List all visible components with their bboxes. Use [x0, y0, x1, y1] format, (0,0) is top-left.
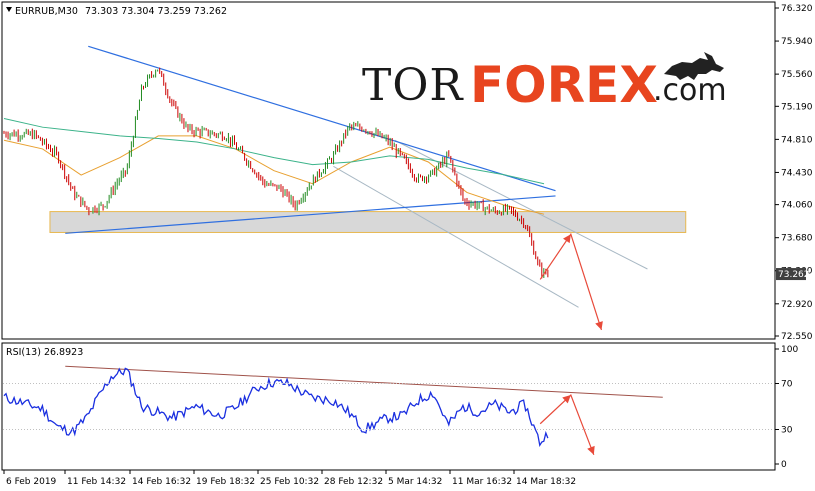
price-panel-frame — [1, 1, 776, 340]
trend-lines — [65, 45, 556, 234]
ohlc-label: 73.303 73.304 73.259 73.262 — [85, 6, 227, 17]
projection-arrowhead-down — [595, 321, 603, 330]
rsi-trend — [65, 365, 663, 398]
rsi-projection — [539, 393, 595, 456]
time-axis: 6 Feb 2019 11 Feb 14:32 14 Feb 16:32 19 Feb… — [3, 470, 576, 487]
rsi-axis: 100 70 30 0 — [3, 345, 798, 470]
candles — [3, 67, 549, 279]
current-price-label: 73.262 — [778, 270, 810, 280]
moving-average-line — [3, 135, 545, 215]
logo-tor: TOR — [362, 60, 464, 111]
projection-arrowhead-up — [563, 234, 571, 244]
rsi-tick-label: 30 — [781, 426, 793, 436]
symbol-label: EURRUB,M30 — [15, 6, 78, 17]
price-axis: 76.320 75.940 75.560 75.190 74.810 74.430 74.0… — [775, 4, 813, 342]
logo-com: .com — [653, 73, 727, 108]
price-tick-label: 75.190 — [781, 102, 813, 112]
time-tick-label: 11 Feb 14:32 — [67, 477, 126, 487]
price-tick-label: 73.680 — [781, 234, 813, 244]
price-tick-label: 74.810 — [781, 135, 813, 145]
time-tick-label: 14 Feb 16:32 — [132, 477, 191, 487]
dropdown-arrow-icon[interactable] — [6, 7, 12, 12]
support-zone — [49, 211, 687, 233]
price-tick-label: 74.060 — [781, 201, 813, 211]
rsi-trend-line — [65, 365, 663, 398]
rsi-projection-arrowhead-up — [562, 395, 571, 404]
price-projection — [539, 232, 603, 331]
rsi-projection-arrowhead-down — [587, 445, 595, 455]
price-tick-label: 72.920 — [781, 300, 813, 310]
price-tick-label: 72.550 — [781, 332, 813, 342]
trend-line — [65, 195, 556, 234]
time-tick-label: 5 Mar 14:32 — [388, 477, 442, 487]
time-tick-label: 14 Mar 18:32 — [516, 477, 576, 487]
time-tick-label: 19 Feb 18:32 — [196, 477, 255, 487]
price-tick-label: 75.940 — [781, 37, 813, 47]
moving-averages — [3, 118, 545, 215]
rsi-series — [3, 367, 549, 448]
rsi-tick-label: 100 — [781, 345, 798, 355]
bull-icon — [664, 52, 724, 80]
rsi-line — [3, 367, 549, 448]
moving-average-line — [3, 118, 545, 185]
price-tick-label: 76.320 — [781, 4, 813, 14]
current-price-marker: 73.262 — [776, 268, 810, 281]
trend-line — [88, 45, 556, 192]
rsi-tick-label: 0 — [781, 460, 787, 470]
price-tick-label: 75.560 — [781, 70, 813, 80]
time-tick-label: 6 Feb 2019 — [6, 477, 57, 487]
logo-forex: FOREX — [470, 56, 658, 114]
time-tick-label: 11 Mar 16:32 — [452, 477, 512, 487]
channel-line — [333, 165, 579, 308]
rsi-label: RSI(13) 26.8923 — [6, 347, 83, 358]
rsi-tick-label: 70 — [781, 380, 793, 390]
price-tick-label: 74.430 — [781, 168, 813, 178]
rsi-panel-frame — [1, 342, 776, 471]
time-tick-label: 28 Feb 12:32 — [324, 477, 383, 487]
time-tick-label: 25 Feb 10:32 — [260, 477, 319, 487]
torforex-logo: TOR FOREX .com — [362, 52, 727, 114]
